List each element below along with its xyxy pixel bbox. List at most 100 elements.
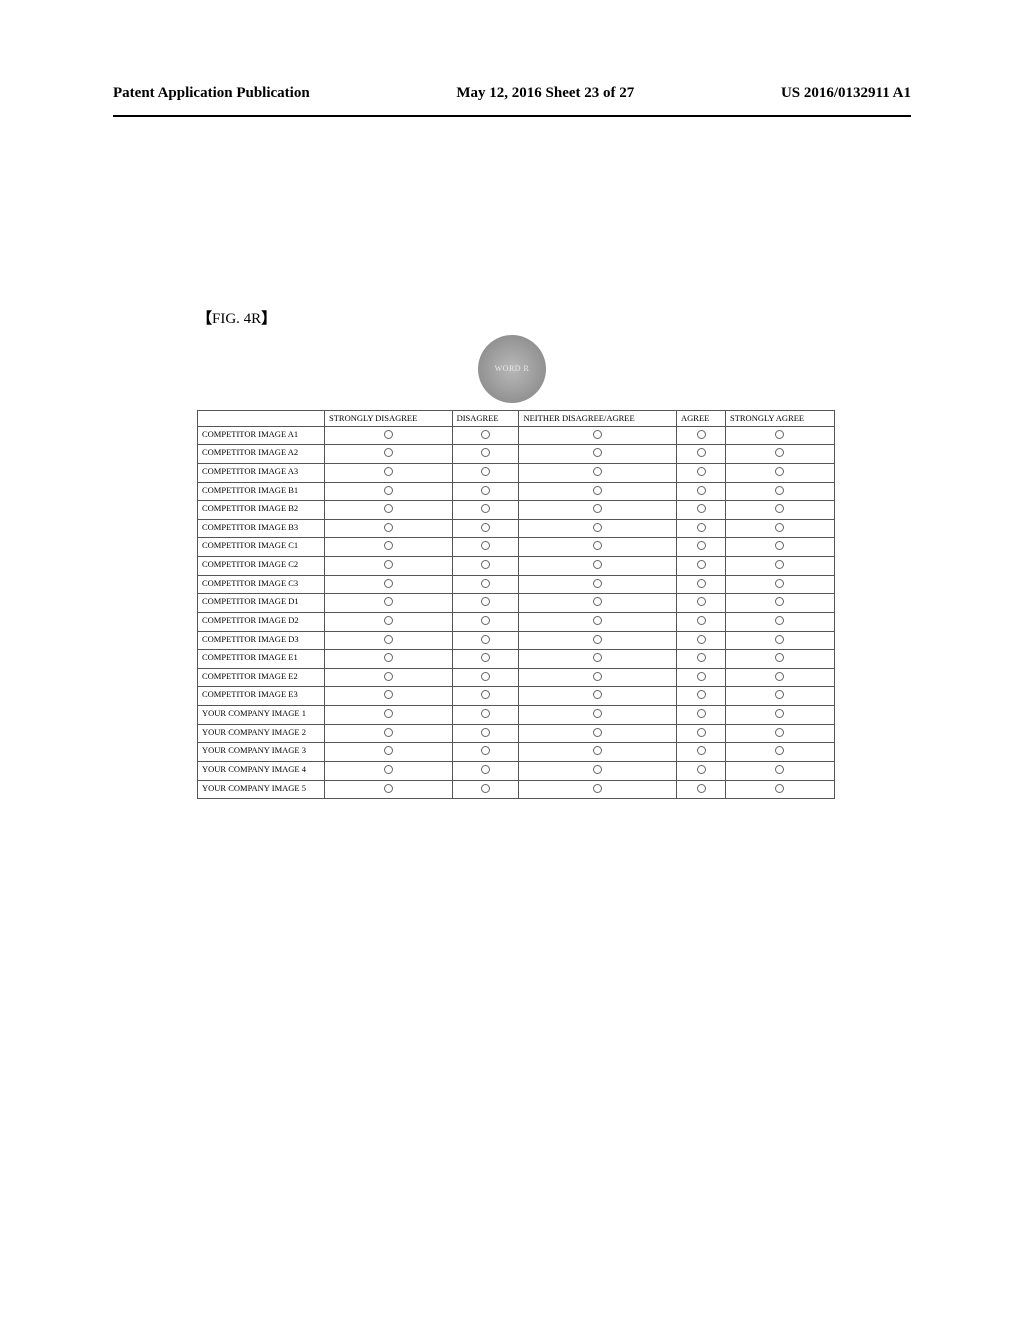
radio-cell[interactable] — [725, 650, 834, 669]
radio-cell[interactable] — [325, 743, 453, 762]
radio-cell[interactable] — [725, 519, 834, 538]
radio-cell[interactable] — [452, 631, 519, 650]
radio-cell[interactable] — [725, 724, 834, 743]
radio-cell[interactable] — [452, 743, 519, 762]
radio-cell[interactable] — [519, 538, 677, 557]
radio-cell[interactable] — [677, 706, 726, 725]
radio-cell[interactable] — [325, 668, 453, 687]
radio-cell[interactable] — [725, 687, 834, 706]
radio-cell[interactable] — [725, 445, 834, 464]
radio-cell[interactable] — [325, 761, 453, 780]
radio-cell[interactable] — [325, 426, 453, 445]
radio-cell[interactable] — [452, 501, 519, 520]
radio-cell[interactable] — [519, 594, 677, 613]
radio-cell[interactable] — [452, 650, 519, 669]
radio-cell[interactable] — [452, 668, 519, 687]
radio-cell[interactable] — [725, 557, 834, 576]
radio-cell[interactable] — [725, 501, 834, 520]
radio-cell[interactable] — [677, 687, 726, 706]
radio-cell[interactable] — [325, 575, 453, 594]
radio-cell[interactable] — [725, 594, 834, 613]
radio-cell[interactable] — [519, 631, 677, 650]
radio-cell[interactable] — [725, 761, 834, 780]
radio-cell[interactable] — [725, 612, 834, 631]
radio-cell[interactable] — [452, 612, 519, 631]
radio-cell[interactable] — [452, 426, 519, 445]
radio-cell[interactable] — [325, 687, 453, 706]
radio-cell[interactable] — [677, 538, 726, 557]
radio-cell[interactable] — [452, 780, 519, 799]
radio-cell[interactable] — [519, 463, 677, 482]
radio-cell[interactable] — [325, 445, 453, 464]
radio-cell[interactable] — [325, 612, 453, 631]
radio-cell[interactable] — [725, 426, 834, 445]
radio-cell[interactable] — [325, 482, 453, 501]
radio-cell[interactable] — [677, 426, 726, 445]
radio-cell[interactable] — [677, 519, 726, 538]
radio-cell[interactable] — [325, 594, 453, 613]
radio-cell[interactable] — [677, 482, 726, 501]
radio-cell[interactable] — [325, 724, 453, 743]
radio-cell[interactable] — [519, 706, 677, 725]
radio-cell[interactable] — [452, 724, 519, 743]
radio-cell[interactable] — [325, 463, 453, 482]
radio-cell[interactable] — [325, 519, 453, 538]
radio-cell[interactable] — [452, 482, 519, 501]
radio-cell[interactable] — [519, 724, 677, 743]
radio-cell[interactable] — [325, 631, 453, 650]
radio-cell[interactable] — [452, 538, 519, 557]
radio-cell[interactable] — [725, 482, 834, 501]
radio-cell[interactable] — [519, 426, 677, 445]
radio-cell[interactable] — [519, 501, 677, 520]
radio-cell[interactable] — [677, 557, 726, 576]
radio-cell[interactable] — [519, 612, 677, 631]
radio-cell[interactable] — [325, 538, 453, 557]
radio-cell[interactable] — [725, 575, 834, 594]
radio-cell[interactable] — [677, 575, 726, 594]
radio-cell[interactable] — [452, 557, 519, 576]
radio-cell[interactable] — [725, 706, 834, 725]
radio-cell[interactable] — [325, 650, 453, 669]
radio-cell[interactable] — [677, 501, 726, 520]
radio-cell[interactable] — [519, 761, 677, 780]
radio-cell[interactable] — [519, 482, 677, 501]
radio-cell[interactable] — [677, 668, 726, 687]
radio-cell[interactable] — [452, 575, 519, 594]
radio-cell[interactable] — [519, 575, 677, 594]
radio-cell[interactable] — [519, 687, 677, 706]
radio-cell[interactable] — [725, 631, 834, 650]
radio-cell[interactable] — [677, 761, 726, 780]
radio-cell[interactable] — [725, 463, 834, 482]
radio-cell[interactable] — [677, 612, 726, 631]
radio-cell[interactable] — [725, 538, 834, 557]
radio-cell[interactable] — [452, 463, 519, 482]
radio-cell[interactable] — [677, 650, 726, 669]
radio-cell[interactable] — [325, 557, 453, 576]
radio-cell[interactable] — [452, 445, 519, 464]
radio-cell[interactable] — [452, 761, 519, 780]
radio-cell[interactable] — [519, 743, 677, 762]
radio-cell[interactable] — [677, 445, 726, 464]
radio-cell[interactable] — [677, 631, 726, 650]
radio-cell[interactable] — [452, 519, 519, 538]
radio-cell[interactable] — [452, 687, 519, 706]
radio-cell[interactable] — [519, 519, 677, 538]
radio-cell[interactable] — [677, 463, 726, 482]
radio-cell[interactable] — [325, 501, 453, 520]
radio-cell[interactable] — [325, 706, 453, 725]
radio-cell[interactable] — [677, 724, 726, 743]
radio-cell[interactable] — [677, 743, 726, 762]
radio-cell[interactable] — [725, 743, 834, 762]
radio-cell[interactable] — [519, 557, 677, 576]
radio-cell[interactable] — [519, 668, 677, 687]
radio-cell[interactable] — [677, 594, 726, 613]
radio-cell[interactable] — [677, 780, 726, 799]
radio-cell[interactable] — [519, 780, 677, 799]
radio-cell[interactable] — [325, 780, 453, 799]
radio-cell[interactable] — [725, 780, 834, 799]
radio-cell[interactable] — [452, 706, 519, 725]
radio-cell[interactable] — [725, 668, 834, 687]
radio-cell[interactable] — [452, 594, 519, 613]
radio-cell[interactable] — [519, 445, 677, 464]
radio-cell[interactable] — [519, 650, 677, 669]
